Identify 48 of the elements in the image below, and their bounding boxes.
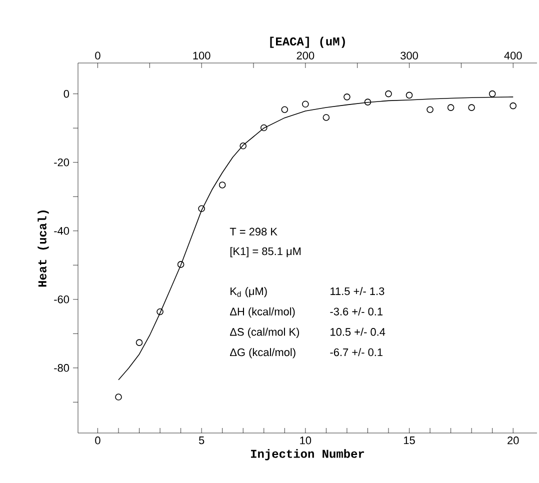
- x2-tick-label: 0: [95, 52, 100, 60]
- point: [426, 106, 434, 113]
- x2-tick-label: 300: [400, 52, 418, 60]
- x-tick-label: 0: [95, 436, 100, 444]
- annotation: ΔS (cal/mol K): [230, 328, 300, 338]
- annotation: -6.7 +/- 0.1: [330, 348, 382, 356]
- point: [510, 102, 517, 110]
- x-tick-label: 10: [300, 436, 312, 444]
- point: [260, 124, 268, 132]
- annotation: ΔH (kcal/mol): [230, 307, 295, 318]
- x2-axis-title: [EACA] (uM): [270, 36, 345, 48]
- x-axis-title: Injection Number: [251, 449, 364, 460]
- annotation: -3.6 +/- 0.1: [330, 307, 382, 316]
- y-tick-label: -60: [54, 296, 70, 304]
- annotation: T = 298 K: [230, 228, 278, 236]
- y-tick-label: -80: [54, 364, 70, 372]
- annotation: [K1] = 85.1 μM: [230, 247, 301, 258]
- point: [468, 104, 475, 111]
- x2-tick-label: 200: [296, 52, 314, 60]
- point: [488, 90, 496, 98]
- x2-tick-label: 400: [504, 52, 522, 60]
- x-tick-label: 15: [404, 436, 415, 444]
- point: [198, 205, 205, 212]
- point: [385, 90, 392, 98]
- point: [281, 106, 288, 113]
- point: [447, 104, 454, 111]
- annotation: 10.5 +/- 0.4: [330, 328, 386, 336]
- point: [218, 182, 226, 188]
- point: [240, 142, 247, 150]
- y-tick-label: 0: [64, 90, 70, 98]
- annotation: 11.5 +/- 1.3: [330, 287, 384, 296]
- point: [136, 339, 143, 346]
- x-tick-label: 5: [198, 436, 204, 444]
- annotation: ΔG (kcal/mol): [230, 348, 296, 358]
- point: [344, 94, 350, 100]
- point: [406, 92, 413, 99]
- y-tick-label: -20: [54, 158, 70, 166]
- annotation: K$_{d}$ (μM): [230, 287, 267, 298]
- x-tick-label: 20: [508, 436, 519, 444]
- point: [177, 261, 184, 268]
- point: [364, 98, 372, 106]
- point: [156, 308, 164, 316]
- y-tick-label: -40: [54, 227, 70, 235]
- point: [302, 100, 309, 108]
- y-axis-title: Heat (ucal): [38, 210, 49, 287]
- point: [115, 394, 122, 400]
- x2-tick-label: 100: [193, 52, 210, 60]
- point: [322, 114, 330, 121]
